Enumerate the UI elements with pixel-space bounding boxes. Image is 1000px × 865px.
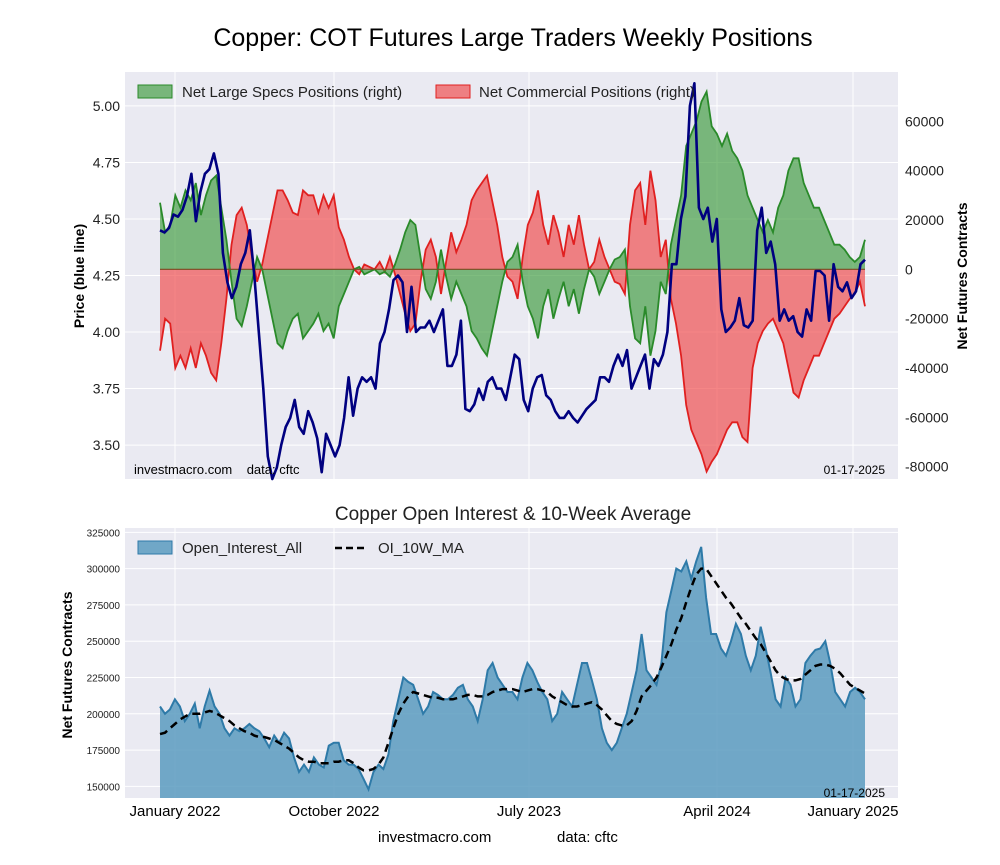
top-ytick-left-3: 4.25 — [93, 268, 120, 284]
bottom-legend: Open_Interest_All OI_10W_MA — [137, 540, 464, 557]
top-ytick-right-1: 40000 — [905, 163, 944, 179]
x-tick-0: January 2022 — [130, 803, 221, 820]
legend-comm-label: Net Commercial Positions (right) — [479, 84, 695, 101]
legend-comm-swatch — [435, 84, 471, 99]
bottom-ytick-6: 175000 — [87, 746, 121, 757]
top-ylabel-left: Price (blue line) — [71, 224, 87, 328]
bottom-ytick-5: 200000 — [87, 710, 121, 721]
bottom-ytick-4: 225000 — [87, 674, 121, 685]
bottom-chart-title: Copper Open Interest & 10-Week Average — [335, 504, 691, 525]
bottom-annotation-right: 01-17-2025 — [824, 786, 886, 800]
top-ytick-left-0: 5.00 — [93, 98, 120, 114]
legend-oi-swatch — [137, 540, 173, 555]
bottom-ytick-0: 325000 — [87, 528, 121, 539]
bottom-ylabel: Net Futures Contracts — [59, 591, 75, 738]
specs-line — [159, 88, 866, 358]
top-ylabel-right: Net Futures Contracts — [954, 202, 970, 349]
x-tick-2: July 2023 — [497, 803, 561, 820]
top-ytick-right-5: -40000 — [905, 360, 949, 376]
top-ytick-right-0: 60000 — [905, 113, 944, 129]
bottom-ytick-2: 275000 — [87, 601, 121, 612]
top-legend: Net Large Specs Positions (right) Net Co… — [137, 84, 695, 101]
legend-specs-swatch — [137, 84, 173, 99]
x-tick-3: April 2024 — [683, 803, 751, 820]
comm-area — [160, 170, 865, 472]
top-ytick-right-4: -20000 — [905, 311, 949, 327]
top-ytick-right-3: 0 — [905, 261, 913, 277]
top-ytick-left-4: 4.00 — [93, 324, 120, 340]
top-annotation-left: investmacro.com data: cftc — [134, 462, 300, 477]
top-ytick-right-2: 20000 — [905, 212, 944, 228]
price-line — [159, 82, 866, 481]
legend-oi-label: Open_Interest_All — [182, 540, 302, 557]
bottom-ytick-1: 300000 — [87, 565, 121, 576]
comm-line — [159, 170, 866, 475]
bottom-ytick-7: 150000 — [87, 782, 121, 793]
oi-ma-line — [159, 567, 866, 772]
top-ytick-left-2: 4.50 — [93, 211, 120, 227]
legend-specs-label: Net Large Specs Positions (right) — [182, 84, 402, 101]
bottom-ytick-3: 250000 — [87, 637, 121, 648]
x-tick-4: January 2025 — [808, 803, 899, 820]
top-ytick-right-7: -80000 — [905, 459, 949, 475]
top-annotation-right: 01-17-2025 — [824, 463, 886, 477]
top-ytick-left-5: 3.75 — [93, 381, 120, 397]
footer-left: investmacro.com — [378, 829, 491, 846]
specs-area — [160, 91, 865, 356]
legend-ma-label: OI_10W_MA — [378, 540, 464, 557]
top-ytick-right-6: -60000 — [905, 409, 949, 425]
top-ytick-left-6: 3.50 — [93, 437, 120, 453]
footer-right: data: cftc — [557, 829, 618, 846]
x-tick-1: October 2022 — [289, 803, 380, 820]
figure-title: Copper: COT Futures Large Traders Weekly… — [213, 24, 812, 52]
top-ytick-left-1: 4.75 — [93, 154, 120, 170]
oi-area — [160, 546, 865, 798]
